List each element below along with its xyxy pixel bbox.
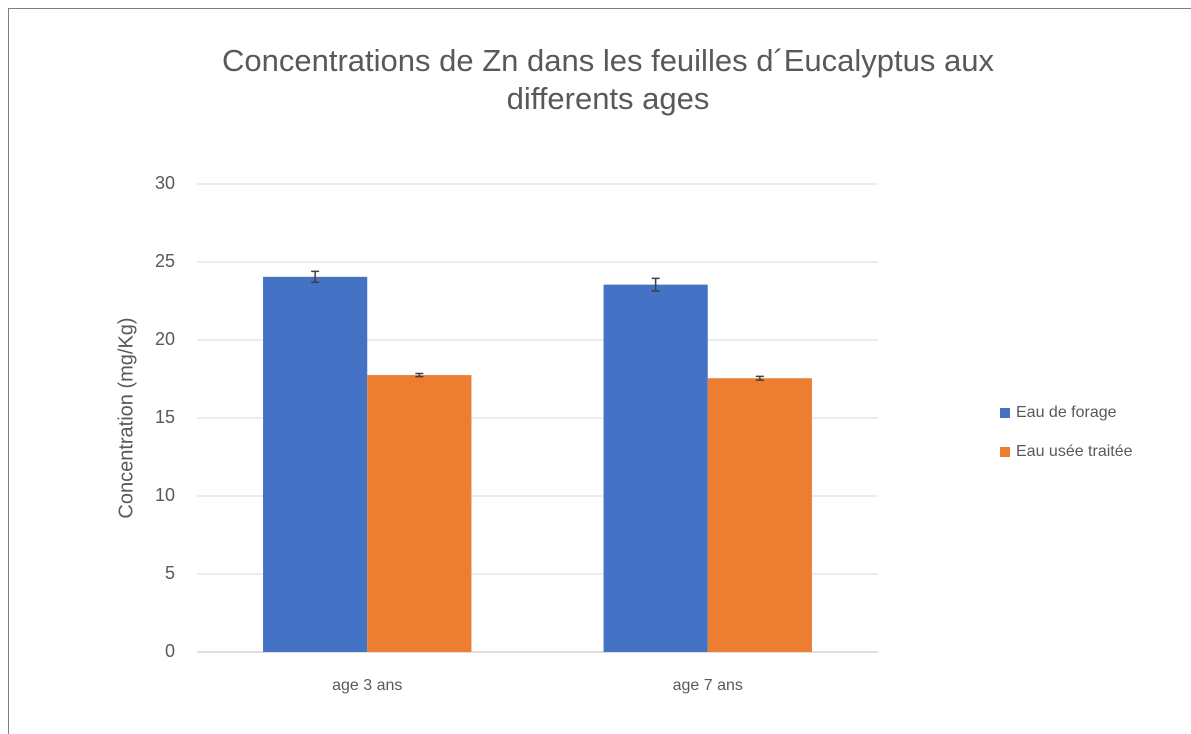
- chart-border: [8, 8, 1191, 734]
- y-tick-label: 25: [155, 251, 175, 271]
- bar: [603, 284, 708, 652]
- y-tick-label: 15: [155, 407, 175, 427]
- y-axis-label: Concentration (mg/Kg): [115, 317, 137, 518]
- y-tick-label: 30: [155, 173, 175, 193]
- error-bar: [651, 277, 660, 292]
- bar: [263, 276, 368, 652]
- chart-title: Concentrations de Zn dans les feuilles d…: [222, 43, 994, 116]
- bar: [707, 378, 812, 652]
- error-bar: [755, 375, 764, 381]
- bar: [367, 375, 472, 652]
- x-tick-label: age 3 ans: [332, 677, 402, 694]
- error-bar: [415, 372, 424, 378]
- y-tick-label: 20: [155, 329, 175, 349]
- y-tick-label: 0: [165, 641, 175, 661]
- y-tick-label: 10: [155, 485, 175, 505]
- legend-label: Eau usée traitée: [1016, 443, 1133, 460]
- legend-label: Eau de forage: [1016, 404, 1117, 421]
- legend-swatch: [1000, 447, 1010, 457]
- x-tick-label: age 7 ans: [673, 677, 743, 694]
- error-bar: [311, 270, 320, 284]
- legend-swatch: [1000, 408, 1010, 418]
- y-tick-label: 5: [165, 563, 175, 583]
